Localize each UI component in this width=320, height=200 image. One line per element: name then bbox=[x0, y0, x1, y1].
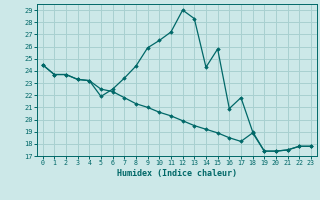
X-axis label: Humidex (Indice chaleur): Humidex (Indice chaleur) bbox=[117, 169, 237, 178]
